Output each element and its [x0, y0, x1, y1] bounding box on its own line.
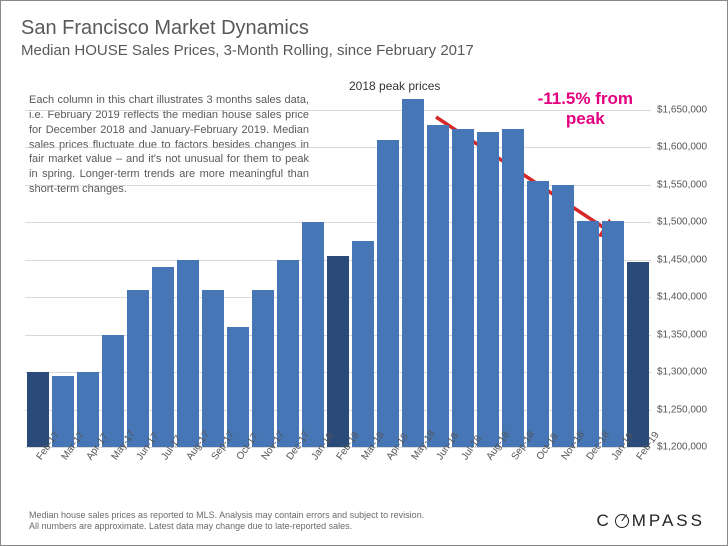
- xtick: Jul-18: [452, 451, 474, 505]
- xtick: Mar-17: [52, 451, 74, 505]
- bar: [202, 290, 224, 447]
- bar: [427, 125, 449, 447]
- ytick-label: $1,450,000: [657, 254, 723, 265]
- xtick: Aug-18: [477, 451, 499, 505]
- bar: [377, 140, 399, 447]
- bar: [177, 260, 199, 447]
- bar: [102, 335, 124, 447]
- xtick: Oct-18: [527, 451, 549, 505]
- bar: [252, 290, 274, 447]
- xtick: Aug-17: [177, 451, 199, 505]
- xtick: Dec-17: [277, 451, 299, 505]
- xtick: Dec-18: [577, 451, 599, 505]
- xtick: Apr-17: [77, 451, 99, 505]
- xtick: Jul-17: [152, 451, 174, 505]
- xtick: Feb-18: [327, 451, 349, 505]
- ytick-label: $1,200,000: [657, 442, 723, 453]
- logo-text-right: MPASS: [632, 511, 705, 531]
- xtick: Mar-18: [352, 451, 374, 505]
- ytick-label: $1,400,000: [657, 292, 723, 303]
- chart-title: San Francisco Market Dynamics: [21, 17, 707, 40]
- ytick-label: $1,650,000: [657, 104, 723, 115]
- xtick: Oct-17: [227, 451, 249, 505]
- bar: [327, 256, 349, 447]
- compass-logo: C MPASS: [596, 511, 705, 531]
- peak-annotation: 2018 peak prices: [349, 79, 440, 93]
- ytick-label: $1,250,000: [657, 404, 723, 415]
- xtick: May-17: [102, 451, 124, 505]
- bar: [302, 222, 324, 447]
- bar: [602, 221, 624, 447]
- bar: [27, 372, 49, 447]
- bar: [577, 221, 599, 447]
- ytick-label: $1,550,000: [657, 179, 723, 190]
- logo-text-left: C: [596, 511, 611, 531]
- bar: [527, 181, 549, 447]
- x-axis-labels: Feb-17Mar-17Apr-17May-17Jun-17Jul-17Aug-…: [25, 451, 651, 505]
- xtick: May-18: [402, 451, 424, 505]
- xtick: Nov-18: [552, 451, 574, 505]
- xtick: Jun-18: [427, 451, 449, 505]
- ytick-label: $1,500,000: [657, 217, 723, 228]
- xtick: Apr-18: [377, 451, 399, 505]
- bar: [502, 129, 524, 447]
- chart-subtitle: Median HOUSE Sales Prices, 3-Month Rolli…: [21, 42, 707, 59]
- xtick: Sep-17: [202, 451, 224, 505]
- xtick: Nov-17: [252, 451, 274, 505]
- bar: [127, 290, 149, 447]
- xtick: Jun-17: [127, 451, 149, 505]
- xtick: Sep-18: [502, 451, 524, 505]
- bar: [452, 129, 474, 447]
- chart-plot-area: $1,200,000$1,250,000$1,300,000$1,350,000…: [25, 95, 651, 447]
- chart-card: San Francisco Market Dynamics Median HOU…: [0, 0, 728, 546]
- bar: [627, 262, 649, 447]
- chart-footnote: Median house sales prices as reported to…: [29, 510, 577, 533]
- bar: [477, 132, 499, 447]
- bar: [227, 327, 249, 447]
- bar: [152, 267, 174, 447]
- compass-logo-icon: [615, 514, 629, 528]
- bar: [552, 185, 574, 447]
- ytick-label: $1,350,000: [657, 329, 723, 340]
- bar: [352, 241, 374, 447]
- bar: [277, 260, 299, 447]
- xtick: Feb-17: [27, 451, 49, 505]
- bar: [402, 99, 424, 447]
- xtick: Jan-18: [302, 451, 324, 505]
- bar-series: [25, 95, 651, 447]
- footnote-line1: Median house sales prices as reported to…: [29, 510, 577, 522]
- footnote-line2: All numbers are approximate. Latest data…: [29, 521, 577, 533]
- xtick: Feb-19: [627, 451, 649, 505]
- ytick-label: $1,600,000: [657, 142, 723, 153]
- xtick: Jan-19: [602, 451, 624, 505]
- ytick-label: $1,300,000: [657, 367, 723, 378]
